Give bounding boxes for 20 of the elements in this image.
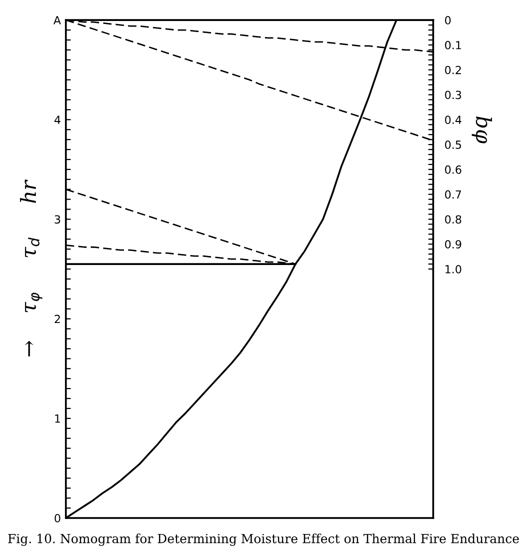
y2-tick-label: 0 [445, 16, 451, 24]
y2-tick-label: 0.6 [445, 165, 462, 174]
y2-tick-label: 0.9 [445, 240, 462, 249]
y2-tick-label: 0.4 [445, 116, 462, 124]
y2-tick-label: 0.1 [445, 40, 461, 50]
y-tick-label: 0 [54, 514, 60, 522]
y2-axis-title: bφ [472, 116, 492, 144]
y2-tick-label: 0.8 [445, 215, 462, 224]
y-tick-label: 1 [55, 414, 60, 423]
y2-tick-label: 0.3 [445, 90, 462, 100]
y-tick-label: 3 [54, 215, 60, 224]
y2-tick-label: 1.0 [446, 265, 462, 274]
y2-tick-label: 0.5 [445, 140, 462, 149]
caption: Fig. 10. Nomogram for Determining Moisture Effect on Thermal Fire Endurance [8, 534, 519, 546]
y-tick-label: 4 [54, 116, 60, 124]
y2-tick-label: 0.7 [445, 190, 462, 199]
y-tick-label: A [54, 16, 61, 24]
y-tick-label: 2 [54, 314, 60, 324]
text: → τ$_{φ}$ τ$_{d}$ hr [20, 180, 42, 356]
y2-tick-label: 0.2 [445, 66, 461, 74]
